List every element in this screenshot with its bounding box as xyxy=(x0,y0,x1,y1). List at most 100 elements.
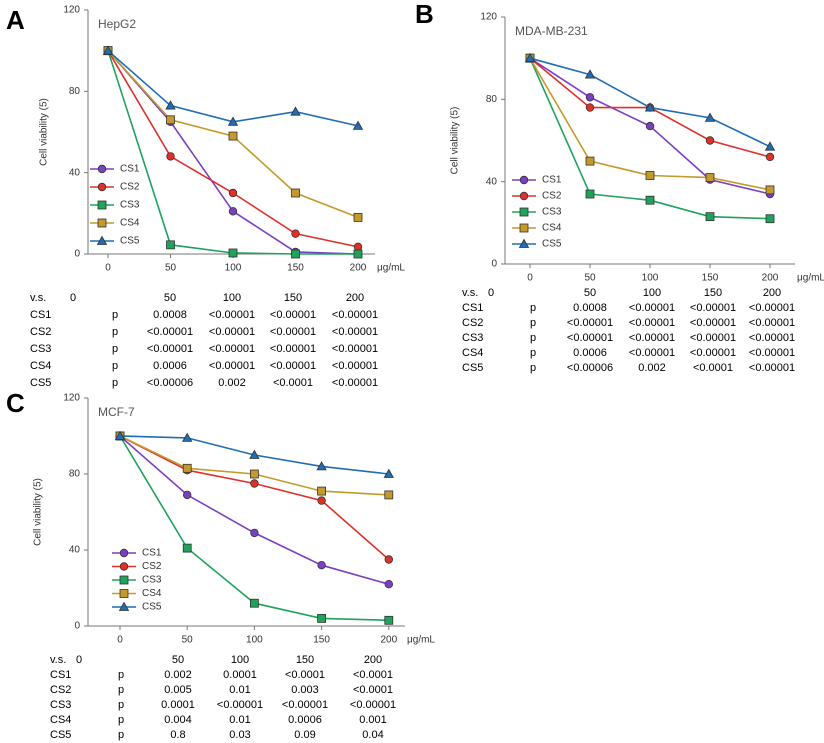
marker xyxy=(384,615,394,625)
marker xyxy=(250,528,259,538)
table-cell: 0.0006 xyxy=(288,714,322,726)
marker xyxy=(250,479,259,488)
table-cell: 0.01 xyxy=(229,684,250,696)
marker xyxy=(584,69,596,79)
table-cell: <0.00001 xyxy=(332,326,378,338)
x-unit: μg/mL xyxy=(407,635,435,646)
table-cell: p xyxy=(530,317,536,329)
table-cell: <0.00001 xyxy=(332,377,378,389)
marker xyxy=(290,106,301,116)
x-tick-label: 0 xyxy=(117,635,123,646)
table-cell: 0.005 xyxy=(164,684,192,696)
table-cell: <0.00001 xyxy=(749,302,795,314)
marker xyxy=(228,131,238,141)
x-tick-label: 200 xyxy=(380,635,397,646)
table-cell: p xyxy=(112,326,118,338)
marker xyxy=(182,463,192,473)
table-cell: p xyxy=(530,362,536,374)
marker xyxy=(384,555,393,564)
legend-marker xyxy=(119,562,129,571)
table-cell: CS1 xyxy=(50,669,71,681)
table-cell: <0.00001 xyxy=(629,332,675,344)
marker xyxy=(705,173,715,182)
table-cell: 0.0001 xyxy=(223,669,257,681)
table-cell: p xyxy=(118,699,124,711)
table-cell: p xyxy=(112,377,118,389)
marker xyxy=(585,156,595,166)
x-tick-label: 100 xyxy=(642,273,659,284)
legend-marker xyxy=(97,200,107,210)
y-tick-label: 0 xyxy=(74,621,80,632)
table-cell: <0.00001 xyxy=(270,309,316,321)
table-cell: 0.0006 xyxy=(573,347,607,359)
marker xyxy=(384,490,394,500)
legend-label: CS3 xyxy=(542,207,562,218)
marker xyxy=(316,461,327,471)
table-cell: <0.00001 xyxy=(270,360,316,372)
y-axis-label: Cell viability (5) xyxy=(450,107,461,175)
legend-marker xyxy=(119,548,129,558)
table-cell: <0.00001 xyxy=(282,699,328,711)
table-cell: <0.00001 xyxy=(749,347,795,359)
table-cell: <0.00001 xyxy=(209,360,255,372)
table-cell: <0.0001 xyxy=(693,362,733,374)
legend-marker xyxy=(519,223,529,233)
table-cell: p xyxy=(112,360,118,372)
x-tick-label: 50 xyxy=(165,263,177,274)
table-header: 200 xyxy=(763,287,781,299)
table-header: 100 xyxy=(643,287,661,299)
table-cell: 0.002 xyxy=(164,669,192,681)
marker xyxy=(765,214,775,224)
table-cell: CS5 xyxy=(50,729,71,741)
table-cell: p xyxy=(530,302,536,314)
x-tick-label: 0 xyxy=(105,263,111,274)
marker xyxy=(182,543,192,553)
table-cell: p xyxy=(530,332,536,344)
table-cell: <0.00001 xyxy=(749,362,795,374)
marker xyxy=(317,561,326,570)
legend-label: CS5 xyxy=(542,239,562,250)
marker xyxy=(317,614,327,623)
series-line xyxy=(107,50,359,248)
table-cell: 0.0001 xyxy=(161,699,195,711)
table-cell: <0.00001 xyxy=(332,343,378,355)
marker xyxy=(353,242,363,252)
table-cell: <0.00001 xyxy=(629,302,675,314)
marker xyxy=(166,240,175,250)
table-header: v.s. xyxy=(30,292,46,304)
legend-marker xyxy=(97,182,107,192)
legend-label: CS4 xyxy=(120,218,140,229)
table-cell: p xyxy=(112,343,118,355)
table-cell: <0.00001 xyxy=(270,326,316,338)
table-cell: p xyxy=(118,714,124,726)
marker xyxy=(228,207,238,216)
legend-label: CS1 xyxy=(120,164,140,175)
marker xyxy=(705,136,715,145)
table-header: 100 xyxy=(223,292,241,304)
table-header: 150 xyxy=(704,287,722,299)
marker xyxy=(291,229,300,238)
legend-label: CS2 xyxy=(142,561,162,572)
table-cell: 0.8 xyxy=(170,729,185,741)
table-cell: <0.00001 xyxy=(690,332,736,344)
x-tick-label: 200 xyxy=(350,263,367,274)
x-tick-label: 150 xyxy=(702,273,719,284)
table-header: 0 xyxy=(488,287,494,299)
y-tick-label: 40 xyxy=(69,167,81,178)
x-tick-label: 150 xyxy=(313,635,330,646)
table-cell: CS3 xyxy=(462,332,483,344)
x-tick-label: 0 xyxy=(527,273,533,284)
marker xyxy=(182,432,193,442)
legend-label: CS2 xyxy=(542,191,562,202)
table-cell: CS2 xyxy=(50,684,71,696)
table-header: 50 xyxy=(172,654,184,666)
legend-label: CS2 xyxy=(120,182,140,193)
table-header: v.s. xyxy=(462,287,478,299)
table-cell: 0.0008 xyxy=(153,309,187,321)
chart-title: MDA-MB-231 xyxy=(515,24,588,38)
table-cell: 0.002 xyxy=(638,362,666,374)
table-cell: <0.00001 xyxy=(332,309,378,321)
legend-label: CS1 xyxy=(142,548,162,559)
marker xyxy=(166,152,175,161)
table-cell: p xyxy=(118,669,124,681)
